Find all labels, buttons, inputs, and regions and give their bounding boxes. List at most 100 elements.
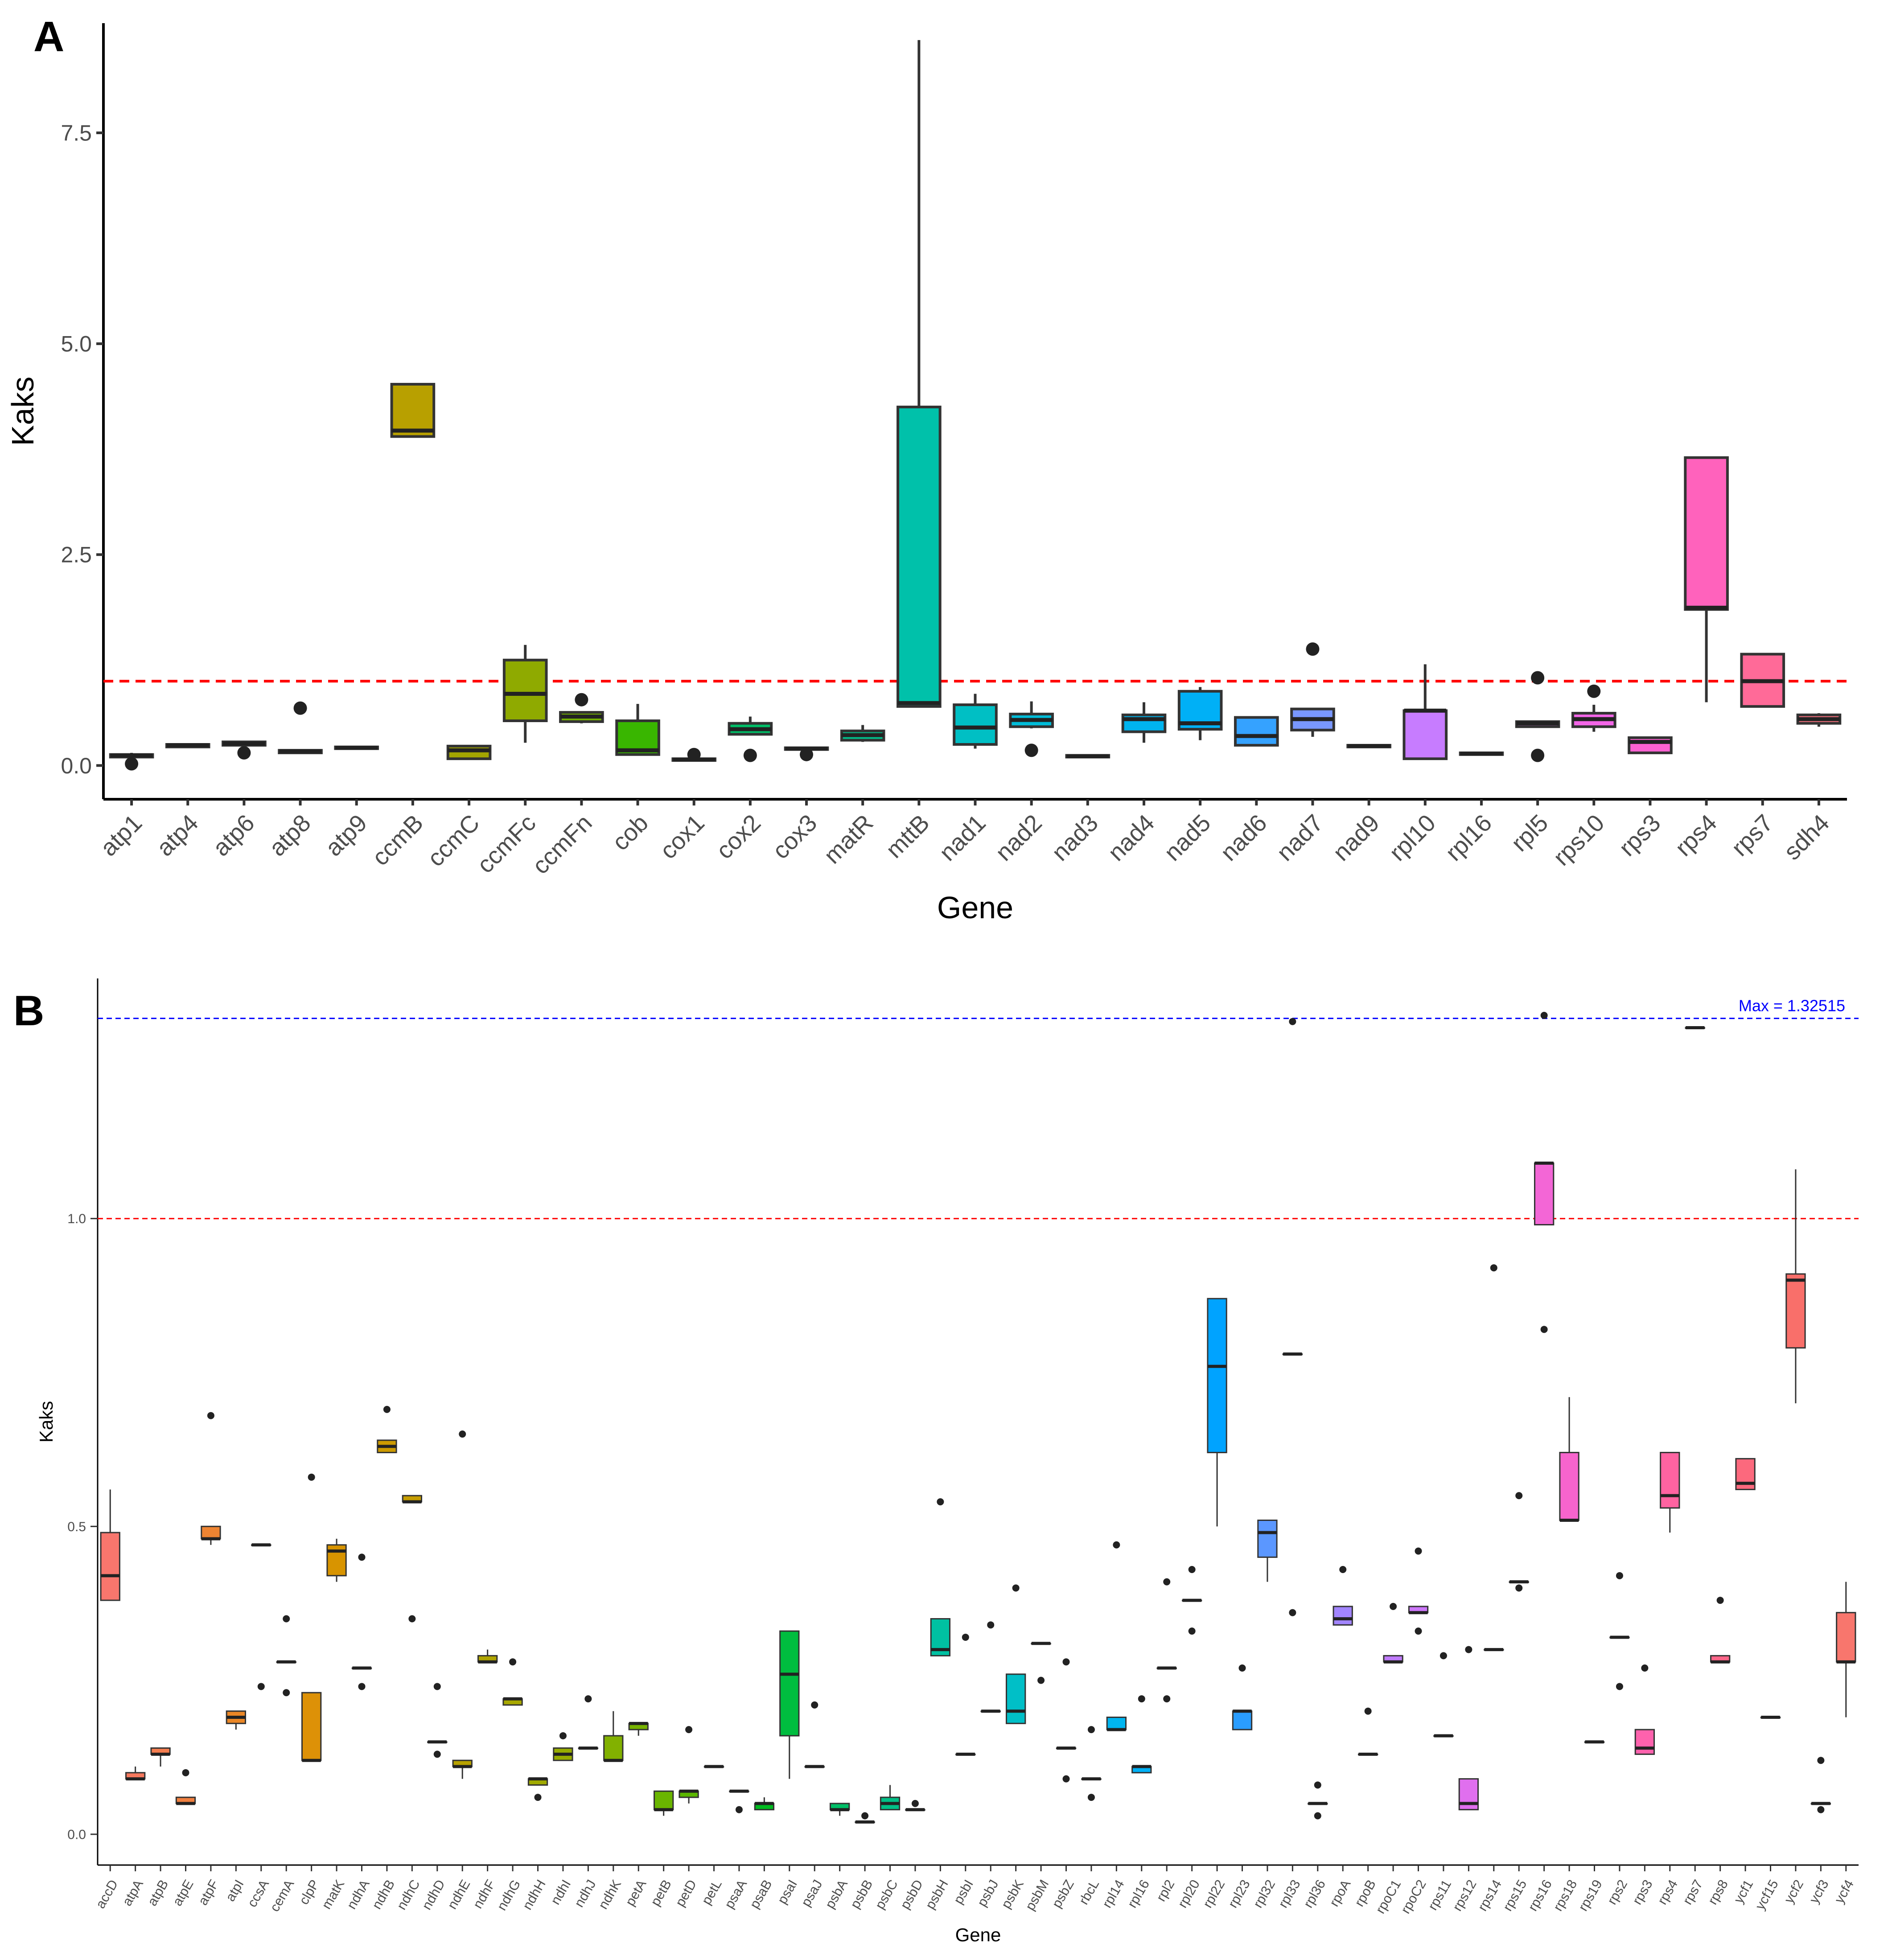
pb-x-tick-label: atpF bbox=[196, 1878, 222, 1908]
pb-x-tick-label: petA bbox=[623, 1878, 649, 1909]
pb-outlier-rpl16 bbox=[1138, 1695, 1145, 1703]
pa-x-tick-label: cob bbox=[607, 809, 654, 856]
pb-outlier-rpoC2 bbox=[1415, 1627, 1422, 1635]
pa-x-tick-label: nad3 bbox=[1047, 809, 1103, 866]
pb-outlier-psaA bbox=[735, 1806, 743, 1813]
pa-box-rps4 bbox=[1684, 456, 1729, 611]
pb-outlier-rps15 bbox=[1515, 1584, 1523, 1592]
pb-x-tick-label: clpP bbox=[296, 1878, 322, 1907]
pa-x-tick-label: ccmB bbox=[367, 809, 428, 871]
pa-outlier-atp6 bbox=[237, 746, 251, 760]
pb-outlier-rps16 bbox=[1540, 1011, 1548, 1019]
pa-x-tick-label: ccmFc bbox=[472, 809, 541, 879]
pb-x-tick-label: rps11 bbox=[1425, 1878, 1454, 1913]
pb-outlier-rpl33 bbox=[1289, 1609, 1296, 1616]
pb-x-tick-label: atpE bbox=[170, 1878, 196, 1909]
pb-outlier-cemA bbox=[283, 1689, 290, 1697]
pa-x-tick-label: rps3 bbox=[1614, 809, 1666, 862]
pb-outlier-rps16 bbox=[1540, 1326, 1548, 1333]
pb-outlier-psaJ bbox=[811, 1701, 818, 1709]
pb-box-rpoA bbox=[1333, 1606, 1353, 1626]
pb-x-tick-label: psbD bbox=[898, 1878, 926, 1912]
pa-x-tick-label: nad5 bbox=[1159, 809, 1216, 866]
pb-outlier-rpl2 bbox=[1163, 1695, 1171, 1703]
pb-x-tick-label: rpl23 bbox=[1226, 1878, 1253, 1911]
pb-outlier-rbcL bbox=[1087, 1726, 1095, 1734]
pb-outlier-clpP bbox=[308, 1473, 315, 1481]
pb-box-clpP bbox=[301, 1692, 322, 1761]
pb-outlier-psbI bbox=[962, 1633, 969, 1641]
pb-x-tick-label: psbM bbox=[1023, 1878, 1052, 1913]
pb-outlier-rpl20 bbox=[1188, 1566, 1196, 1573]
pb-x-tick-label: rps8 bbox=[1705, 1878, 1731, 1907]
pb-y-tick-label: 0.0 bbox=[67, 1827, 86, 1842]
pb-x-tick-label: ycf3 bbox=[1807, 1878, 1832, 1906]
pb-x-tick-label: psaI bbox=[775, 1878, 800, 1907]
pb-x-tick-label: rpl32 bbox=[1250, 1878, 1278, 1911]
pa-x-tick-label: cox3 bbox=[767, 809, 822, 864]
pb-outlier-psbZ bbox=[1062, 1658, 1070, 1666]
pb-x-tick-label: atpI bbox=[223, 1878, 247, 1904]
pb-x-tick-label: psbA bbox=[823, 1878, 851, 1911]
pa-x-tick-label: nad7 bbox=[1271, 809, 1328, 866]
pa-x-tick-label: nad4 bbox=[1103, 809, 1160, 866]
pb-x-tick-label: ndhC bbox=[394, 1878, 423, 1913]
pa-y-axis-title: Kaks bbox=[5, 377, 40, 446]
pb-box-rps16 bbox=[1534, 1162, 1555, 1225]
pb-outlier-rps12 bbox=[1465, 1646, 1472, 1653]
pb-x-tick-label: ndhD bbox=[420, 1878, 448, 1913]
pa-x-tick-label: rpl5 bbox=[1506, 809, 1553, 857]
pb-outlier-ndhE bbox=[459, 1430, 466, 1438]
pb-outlier-rpoA bbox=[1339, 1566, 1347, 1573]
pb-outlier-rpoB bbox=[1364, 1707, 1372, 1715]
pa-box-ccmC bbox=[446, 744, 492, 760]
pa-outlier-cox1 bbox=[687, 748, 701, 761]
pb-outlier-ndhJ bbox=[584, 1695, 592, 1703]
pb-x-tick-label: ycf2 bbox=[1781, 1878, 1806, 1906]
pb-x-tick-label: psbB bbox=[848, 1878, 876, 1911]
pb-x-tick-label: rpl22 bbox=[1200, 1878, 1228, 1911]
pb-box-psbK bbox=[1005, 1673, 1026, 1724]
pb-x-tick-label: petB bbox=[648, 1878, 674, 1909]
pb-outlier-ndhH bbox=[534, 1794, 542, 1801]
pb-box-rpl14 bbox=[1106, 1717, 1127, 1730]
pa-outlier-ccmFn bbox=[575, 693, 588, 707]
pb-outlier-rbcL bbox=[1087, 1794, 1095, 1801]
pa-box-nad1 bbox=[953, 703, 998, 746]
pb-outlier-rpl20 bbox=[1188, 1627, 1196, 1635]
pb-outlier-rpl23 bbox=[1238, 1664, 1246, 1672]
pb-box-ndhK bbox=[603, 1735, 624, 1761]
pb-outlier-ndhG bbox=[509, 1658, 517, 1666]
panel-label-b: B bbox=[13, 987, 44, 1035]
pb-y-tick-label: 1.0 bbox=[67, 1212, 86, 1226]
pb-x-tick-label: matK bbox=[319, 1878, 348, 1912]
pa-x-tick-label: nad2 bbox=[990, 809, 1047, 866]
pa-outlier-atp8 bbox=[293, 701, 307, 715]
pa-x-tick-label: mttB bbox=[881, 809, 935, 863]
pb-x-tick-label: rbcL bbox=[1076, 1878, 1102, 1907]
pa-x-tick-label: rps7 bbox=[1726, 809, 1778, 862]
pa-x-tick-label: atp1 bbox=[95, 809, 148, 862]
pb-outlier-ndhC bbox=[408, 1615, 416, 1623]
pb-x-tick-label: rpl36 bbox=[1301, 1878, 1329, 1911]
pa-x-tick-label: atp9 bbox=[320, 809, 372, 862]
pa-x-tick-label: cox1 bbox=[655, 809, 710, 864]
pb-x-tick-label: rpoC1 bbox=[1373, 1878, 1404, 1916]
pa-y-tick-label: 2.5 bbox=[61, 542, 92, 567]
pa-y-tick-label: 5.0 bbox=[61, 332, 92, 357]
pa-x-tick-label: rps4 bbox=[1670, 809, 1722, 862]
pb-x-tick-label: ndhG bbox=[494, 1878, 523, 1913]
pb-x-tick-label: psbH bbox=[923, 1878, 951, 1912]
pb-box-rpl23 bbox=[1232, 1710, 1253, 1730]
pa-x-tick-label: ccmFn bbox=[527, 809, 597, 879]
pb-outlier-rps11 bbox=[1440, 1652, 1447, 1660]
pb-outlier-rpl14 bbox=[1113, 1541, 1120, 1549]
pa-outlier-rpl5 bbox=[1531, 748, 1545, 762]
pb-outlier-ycf3 bbox=[1817, 1806, 1825, 1813]
pa-outlier-cox2 bbox=[743, 748, 757, 762]
pa-x-tick-label: rpl16 bbox=[1440, 809, 1497, 866]
pb-outlier-ndhB bbox=[383, 1405, 391, 1413]
pb-outlier-ndhA bbox=[358, 1553, 366, 1561]
